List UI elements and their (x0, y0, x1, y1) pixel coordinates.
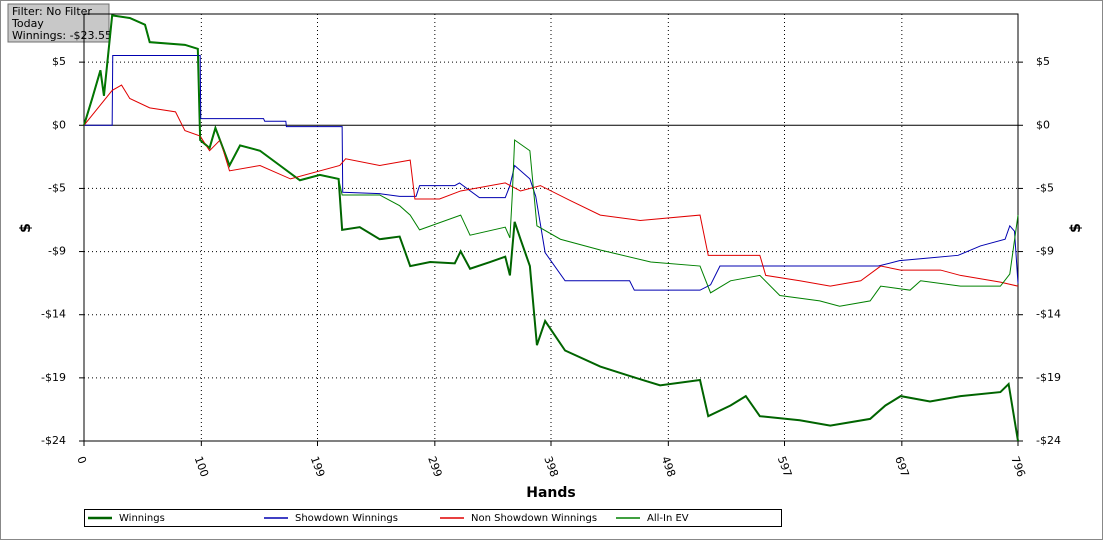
x-tick-label: 0 (74, 455, 89, 466)
legend-label: All-In EV (647, 513, 689, 524)
y-tick-label: -$14 (41, 308, 66, 321)
info-line: Filter: No Filter (12, 5, 92, 18)
y-tick-label: $5 (52, 55, 66, 68)
info-box (7, 3, 110, 43)
y-tick-label: $0 (1036, 118, 1050, 131)
y-tick-label: -$9 (1036, 245, 1054, 258)
y-axis-label: $ (1068, 223, 1084, 233)
legend-label: Winnings (119, 513, 165, 524)
y-tick-label: $0 (52, 118, 66, 131)
y-tick-label: -$5 (1036, 181, 1054, 194)
y-axis-label: $ (18, 223, 34, 233)
y-tick-label: -$9 (48, 245, 66, 258)
y-tick-label: -$24 (41, 434, 66, 447)
legend-label: Showdown Winnings (295, 513, 398, 524)
y-tick-label: $5 (1036, 55, 1050, 68)
y-tick-label: -$5 (48, 181, 66, 194)
info-line: Winnings: -$23.55 (12, 29, 112, 42)
legend (84, 509, 782, 527)
y-tick-label: -$24 (1036, 434, 1061, 447)
series-line (83, 14, 1019, 307)
legend-label: Non Showdown Winnings (471, 513, 597, 524)
info-line: Today (11, 17, 44, 30)
x-axis-label: Hands (526, 485, 576, 501)
series-line (83, 84, 1019, 287)
y-tick-label: -$19 (41, 371, 66, 384)
y-tick-label: -$19 (1036, 371, 1061, 384)
y-tick-label: -$14 (1036, 308, 1061, 321)
